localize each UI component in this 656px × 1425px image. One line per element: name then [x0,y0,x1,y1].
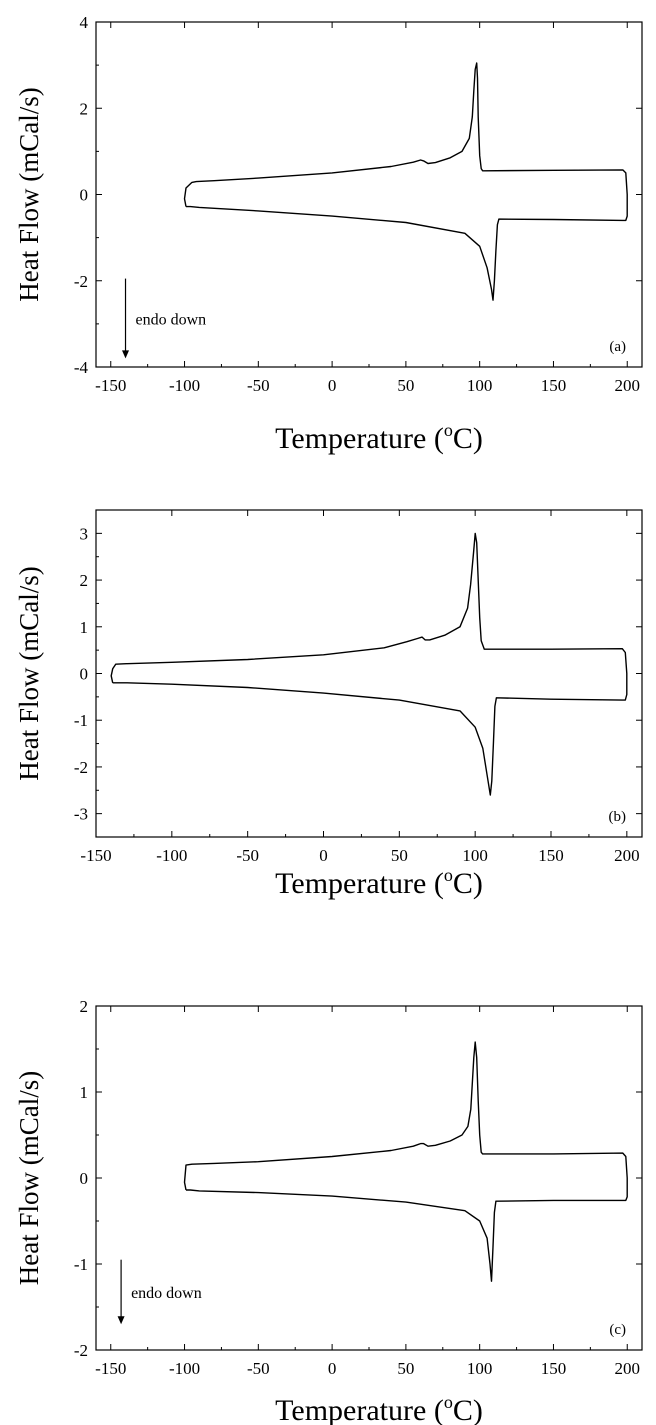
endo-down-annotation: endo down [131,1285,202,1302]
x-tick-label: 0 [328,376,337,395]
x-tick-label: 100 [467,376,493,395]
y-tick-label: -3 [74,805,88,824]
y-tick-label: 2 [80,571,89,590]
x-tick-label: -100 [156,846,187,865]
endo-arrow-head [117,1316,125,1325]
chart-panel-c: -150 -100 -50 0 50 100 150 200 -2 -1 0 1 2 Temperatur… [14,997,643,1425]
x-tick-label: -150 [95,1359,126,1378]
y-tick-label: 2 [80,997,89,1016]
x-tick-label: 150 [541,1359,567,1378]
y-tick-label: -1 [74,711,88,730]
x-tick-label: -150 [95,376,126,395]
x-tick-label: -50 [247,1359,270,1378]
panel-label: (a) [609,339,626,355]
panel-label: (c) [609,1322,626,1338]
y-tick-label: -2 [74,758,88,777]
endo-down-annotation: endo down [136,311,207,328]
y-tick-label: 1 [80,618,89,637]
y-tick-label: 0 [80,665,89,684]
x-axis-title: Temperature (oC) [275,1392,483,1425]
chart-panel-a: -150 -100 -50 0 50 100 150 200 -4 -2 0 2 4 Temperatur… [14,13,643,455]
x-tick-label: 200 [614,376,640,395]
x-tick-label: 0 [319,846,328,865]
x-tick-label: 150 [541,376,567,395]
chart-panel-b: -150 -100 -50 0 50 100 150 200 -3 -2 -1 0 1 2 3 Tempera… [14,509,643,900]
x-tick-label: 0 [328,1359,337,1378]
x-tick-label: 200 [614,846,640,865]
dsc-curve [110,532,628,796]
dsc-curve [183,62,628,301]
y-axis-title: Heat Flow (mCal/s) [14,1071,44,1285]
endo-arrow-head [122,350,130,359]
x-axis-title: Temperature (oC) [275,865,483,900]
x-tick-label: -50 [236,846,259,865]
x-tick-label: 50 [397,376,414,395]
y-tick-label: -1 [74,1255,88,1274]
x-tick-label: 150 [538,846,564,865]
panel-label: (b) [609,809,627,825]
x-tick-label: 200 [614,1359,640,1378]
y-tick-label: 2 [80,99,89,118]
y-axis-title: Heat Flow (mCal/s) [14,566,44,780]
plot-frame [95,509,643,838]
y-axis-title: Heat Flow (mCal/s) [14,87,44,301]
y-tick-label: -4 [74,358,89,377]
y-tick-label: 1 [80,1083,89,1102]
dsc-curve [183,1041,628,1282]
x-tick-label: 100 [462,846,488,865]
y-tick-label: 0 [80,1169,89,1188]
y-tick-label: 0 [80,186,89,205]
x-tick-label: 50 [397,1359,414,1378]
x-tick-label: -150 [80,846,111,865]
x-tick-label: -100 [169,376,200,395]
x-tick-label: -50 [247,376,270,395]
y-tick-label: 3 [80,524,89,543]
x-tick-label: 100 [467,1359,493,1378]
x-axis-title: Temperature (oC) [275,420,483,455]
x-tick-label: 50 [391,846,408,865]
x-tick-label: -100 [169,1359,200,1378]
y-tick-label: -2 [74,1341,88,1360]
y-tick-label: 4 [80,13,89,32]
y-tick-label: -2 [74,272,88,291]
